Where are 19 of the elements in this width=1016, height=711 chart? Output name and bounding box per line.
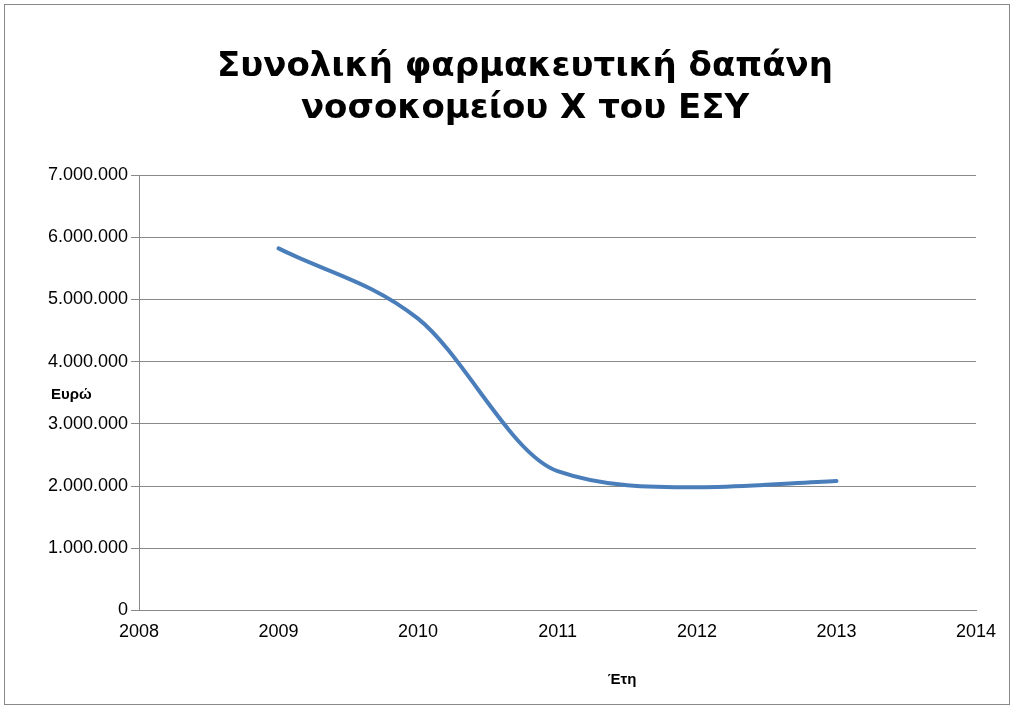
x-tick-label: 2012 [677,621,718,642]
y-tick-label: 6.000.000 [48,226,129,247]
x-tick-label: 2008 [119,621,160,642]
y-tick-label: 4.000.000 [48,350,129,371]
chart-title: Συνολική φαρμακευτική δαπάνη νοσοκομείου Χ του ΕΣΥ [216,43,834,127]
x-tick-label: 2009 [258,621,299,642]
x-axis-title: Έτη [606,670,638,687]
line-series [276,246,839,490]
x-tick-label: 2010 [398,621,439,642]
x-tick-label: 2013 [816,621,857,642]
y-tick-label: 5.000.000 [48,288,129,309]
x-tick-label: 2011 [538,621,577,642]
y-tick-label: 3.000.000 [48,412,129,433]
y-tick-label: 2.000.000 [48,474,129,495]
y-tick-label: 1.000.000 [48,537,129,558]
y-tick-label: 7.000.000 [48,163,129,184]
y-tick-label: 0 [118,599,129,620]
y-axis-title: Ευρώ [51,385,92,402]
x-tick-label: 2014 [955,621,997,642]
